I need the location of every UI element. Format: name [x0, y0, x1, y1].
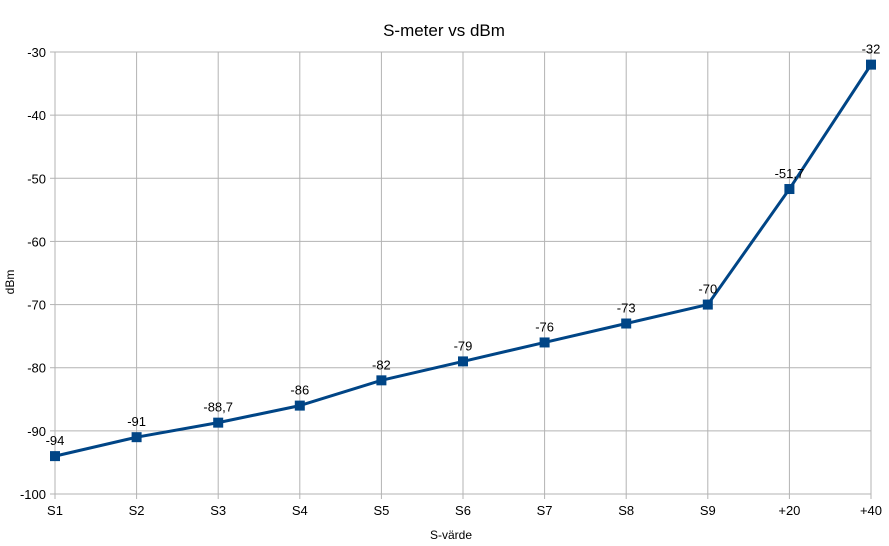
y-tick-label: -100 — [20, 487, 46, 502]
data-label: -32 — [862, 42, 881, 57]
x-tick-label: +20 — [778, 503, 800, 518]
grid — [54, 51, 872, 495]
data-label: -70 — [698, 282, 717, 297]
y-axis-label: dBm — [3, 270, 17, 295]
data-label: -51,7 — [775, 166, 805, 181]
x-tick-label: S6 — [455, 503, 471, 518]
data-label: -88,7 — [203, 400, 233, 415]
data-point-marker — [539, 337, 550, 348]
data-labels: -94 -91 -88,7 -86 -82 -79 -76 -73 -70 -51,7 -32 — [46, 42, 881, 448]
x-tick-label: S5 — [373, 503, 389, 518]
data-point-marker — [213, 417, 224, 428]
y-tick-label: -30 — [27, 45, 46, 60]
x-tick-label: S7 — [537, 503, 553, 518]
data-point-marker — [458, 356, 468, 367]
chart-title: S-meter vs dBm — [383, 21, 505, 40]
x-axis-label: S-värde — [430, 528, 472, 542]
y-tick-label: -60 — [27, 234, 46, 249]
data-point-marker — [50, 451, 60, 462]
x-tick-label: S4 — [292, 503, 308, 518]
data-label: -76 — [535, 319, 554, 334]
x-tick-label: S2 — [129, 503, 145, 518]
y-tick-label: -50 — [27, 171, 46, 186]
data-label: -86 — [290, 383, 309, 398]
data-point-marker — [702, 299, 713, 310]
data-point-marker — [621, 318, 632, 329]
series-layer — [50, 59, 876, 462]
x-tick-label: +40 — [860, 503, 882, 518]
y-tick-label: -90 — [27, 424, 46, 439]
y-tick-label: -40 — [27, 108, 46, 123]
data-point-marker — [294, 400, 305, 411]
data-point-marker — [376, 375, 387, 386]
data-label: -73 — [617, 301, 636, 316]
x-tick-label: S9 — [700, 503, 716, 518]
data-point-marker — [131, 432, 142, 443]
data-label: -91 — [127, 414, 146, 429]
y-tick-label: -80 — [27, 361, 46, 376]
data-point-marker — [866, 59, 876, 70]
y-tick-label: -70 — [27, 298, 46, 313]
data-label: -82 — [372, 357, 391, 372]
data-label: -94 — [46, 433, 65, 448]
data-label: -79 — [454, 338, 473, 353]
x-tick-label: S3 — [210, 503, 226, 518]
data-point-marker — [784, 184, 795, 195]
x-tick-label: S8 — [618, 503, 634, 518]
x-tick-label: S1 — [47, 503, 63, 518]
